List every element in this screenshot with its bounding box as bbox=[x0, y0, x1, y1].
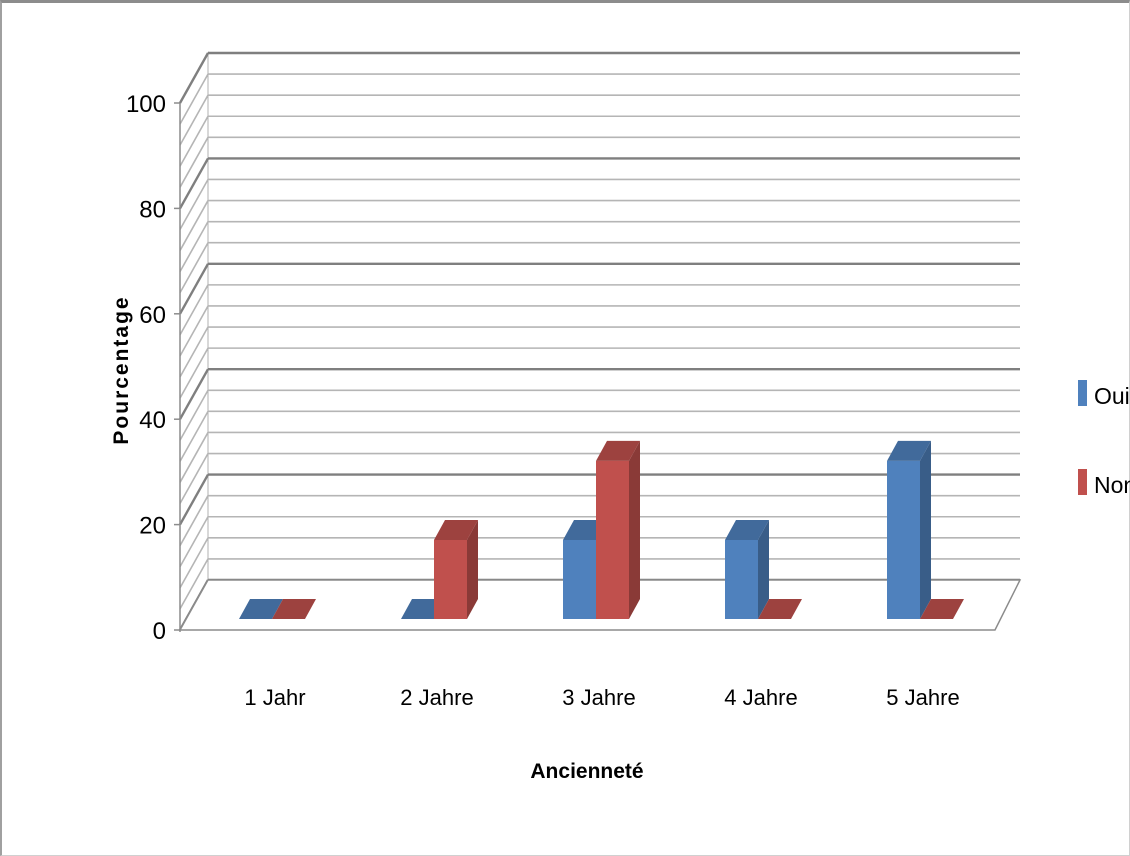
y-tick-label: 0 bbox=[153, 618, 166, 645]
y-axis: 0 20 40 60 80 100 bbox=[126, 91, 181, 645]
bar-oui-4 bbox=[725, 519, 769, 619]
bar-side bbox=[758, 519, 769, 619]
gridline-side bbox=[179, 242, 209, 294]
legend-swatch-non bbox=[1078, 469, 1087, 495]
bar-front bbox=[434, 539, 467, 619]
bar-non-3 bbox=[596, 440, 640, 619]
gridline-side bbox=[179, 179, 209, 230]
bars bbox=[239, 440, 964, 619]
y-tick-label: 80 bbox=[139, 196, 166, 223]
bar-front bbox=[596, 460, 629, 619]
gridline-side bbox=[179, 284, 209, 336]
bar-non-4 bbox=[758, 599, 802, 619]
bar-oui-1 bbox=[239, 599, 283, 619]
gridline-side bbox=[179, 558, 209, 610]
y-tick-label: 60 bbox=[139, 302, 166, 329]
bar-top bbox=[725, 519, 769, 540]
gridline-side bbox=[179, 221, 209, 273]
bar-top bbox=[920, 599, 964, 619]
gridline-side bbox=[179, 326, 209, 378]
gridline-side bbox=[179, 94, 209, 146]
gridline-side bbox=[179, 73, 209, 125]
bar-front bbox=[725, 539, 758, 619]
gridline-side bbox=[179, 432, 209, 483]
gridline-side bbox=[179, 453, 209, 504]
legend-swatch-oui bbox=[1078, 380, 1087, 406]
bar-top bbox=[272, 599, 316, 619]
legend-label-oui: Oui bbox=[1094, 383, 1130, 409]
gridline-side bbox=[179, 537, 209, 589]
gridline-side bbox=[178, 52, 210, 104]
legend-label-non: Non bbox=[1094, 472, 1130, 498]
bar-top bbox=[434, 519, 478, 540]
gridline-side bbox=[179, 495, 209, 547]
bar-top bbox=[758, 599, 802, 619]
gridline-side bbox=[179, 305, 209, 357]
bar-side bbox=[920, 440, 931, 619]
gridline-side bbox=[179, 516, 209, 568]
y-tick-label: 20 bbox=[139, 513, 166, 540]
bar-non-2 bbox=[434, 519, 478, 619]
legend: Oui Non bbox=[1078, 380, 1130, 498]
gridline-side bbox=[178, 474, 210, 526]
y-tick-label: 40 bbox=[139, 407, 166, 434]
gridline-side bbox=[178, 368, 210, 420]
bar-non-5 bbox=[920, 599, 964, 619]
bar-side bbox=[629, 440, 640, 619]
bar-front bbox=[563, 539, 596, 619]
x-axis-title: Ancienneté bbox=[530, 760, 643, 783]
gridline-side bbox=[179, 347, 209, 399]
bar-top bbox=[887, 440, 931, 461]
gridline-side bbox=[178, 157, 210, 209]
x-tick-label: 2 Jahre bbox=[400, 685, 473, 710]
bar-top bbox=[239, 599, 283, 619]
gridline-side bbox=[179, 200, 209, 251]
x-tick-labels: 1 Jahr 2 Jahre 3 Jahre 4 Jahre 5 Jahre bbox=[244, 685, 959, 710]
side-wall bbox=[179, 51, 209, 632]
x-tick-label: 4 Jahre bbox=[724, 685, 797, 710]
gridline-side bbox=[179, 389, 209, 441]
bar-oui-5 bbox=[887, 440, 931, 619]
y-tick-label: 100 bbox=[126, 91, 166, 118]
bar-non-1 bbox=[272, 599, 316, 619]
gridline-side bbox=[178, 263, 210, 315]
x-tick-label: 5 Jahre bbox=[886, 685, 959, 710]
gridline-side bbox=[179, 410, 209, 462]
x-tick-label: 1 Jahr bbox=[244, 685, 305, 710]
bar-top bbox=[596, 440, 640, 461]
gridline-side bbox=[179, 115, 209, 167]
x-tick-label: 3 Jahre bbox=[562, 685, 635, 710]
bar-side bbox=[467, 519, 478, 619]
chart-walls bbox=[179, 51, 209, 632]
y-axis-title: Pourcentage bbox=[110, 295, 133, 444]
gridline-side bbox=[179, 136, 209, 188]
bar-front bbox=[887, 460, 920, 619]
